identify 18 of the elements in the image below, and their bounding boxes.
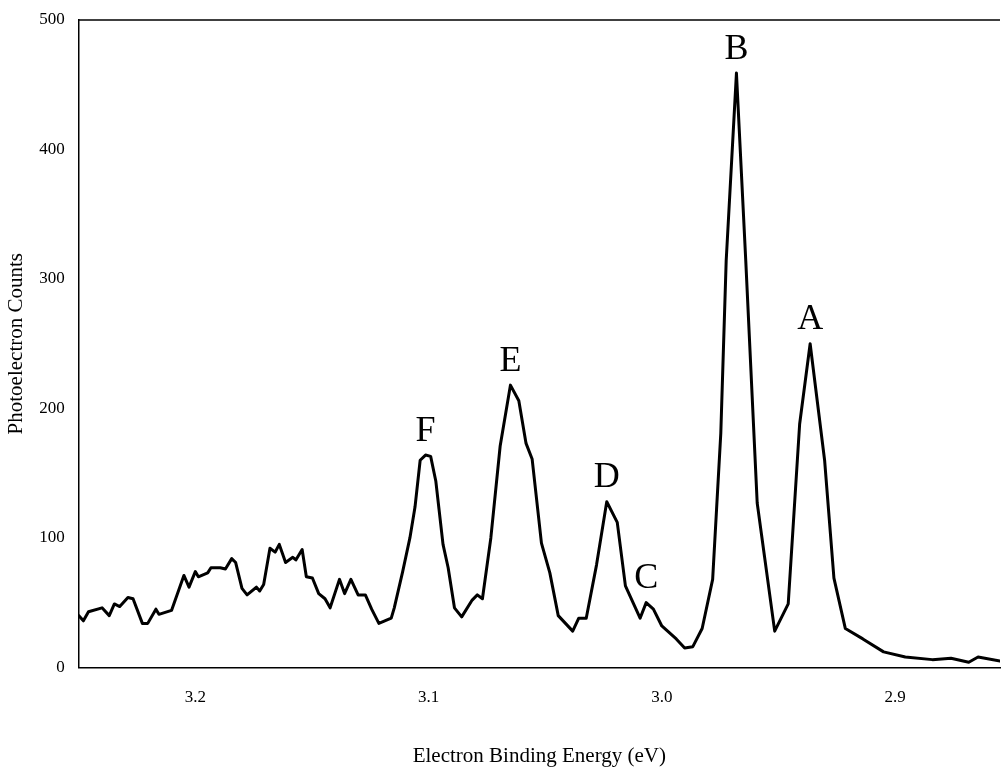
annotation: E xyxy=(499,338,522,379)
x-tick-label: 3.1 xyxy=(417,687,440,707)
y-tick-label: 200 xyxy=(39,397,65,417)
x-tick-label: 3.0 xyxy=(651,687,673,707)
annotation: D xyxy=(593,455,620,496)
x-tick-label: 3.2 xyxy=(184,687,206,707)
y-tick-label: 400 xyxy=(39,138,65,158)
annotation: C xyxy=(634,556,659,597)
y-axis-title: Photoelectron Counts xyxy=(3,253,28,435)
x-axis-title: Electron Binding Energy (eV) xyxy=(412,742,666,767)
y-tick-label: 0 xyxy=(56,656,65,676)
y-tick-label: 300 xyxy=(39,268,65,288)
y-tick-label: 500 xyxy=(39,9,65,29)
y-tick-label: 100 xyxy=(39,527,65,547)
annotation: B xyxy=(724,26,749,67)
x-tick-label: 2.9 xyxy=(884,687,906,707)
annotation: A xyxy=(797,297,824,338)
annotation: F xyxy=(415,408,436,449)
